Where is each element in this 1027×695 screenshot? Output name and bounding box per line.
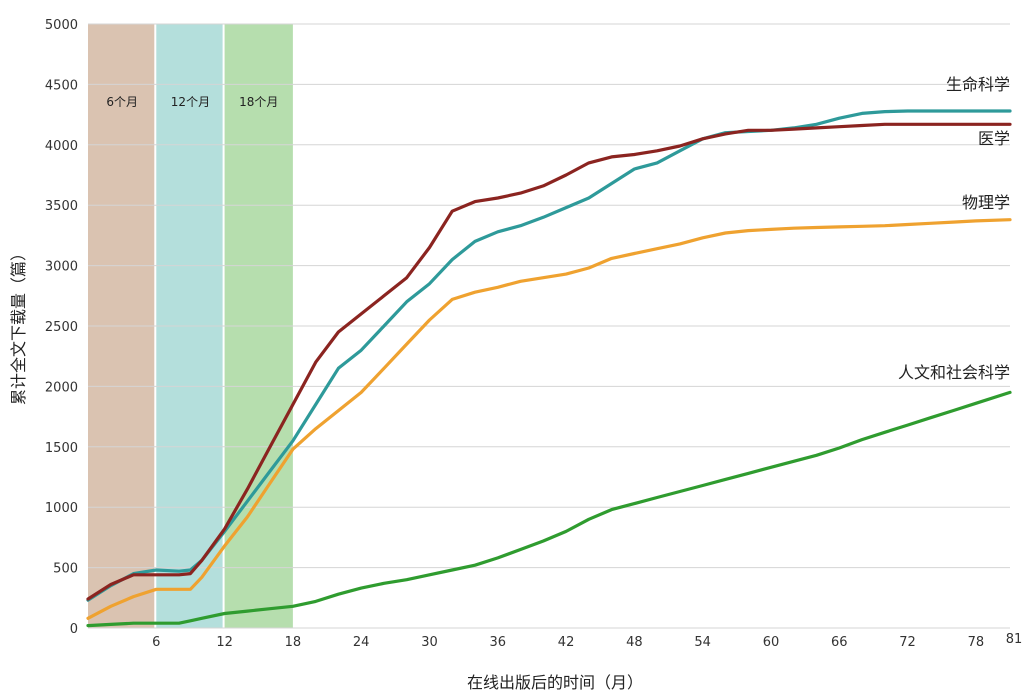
series-lines bbox=[86, 109, 1012, 628]
series-line-3 bbox=[86, 390, 1012, 628]
y-tick-label: 1000 bbox=[45, 501, 78, 516]
band-label-0: 6个月 bbox=[106, 95, 138, 109]
band-label-2: 18个月 bbox=[239, 95, 278, 109]
x-axis-title: 在线出版后的时间（月） bbox=[467, 673, 643, 692]
y-tick-label: 3500 bbox=[45, 199, 78, 214]
y-axis-ticks: 0 500 1000 1500 2000 2500 3000 3500 4000 4500 5000 bbox=[45, 18, 78, 637]
x-tick-label: 36 bbox=[490, 635, 507, 650]
series-line-1 bbox=[86, 122, 1012, 601]
x-tick-label: 18 bbox=[285, 635, 302, 650]
y-tick-label: 2500 bbox=[45, 320, 78, 335]
series-label-2: 物理学 bbox=[962, 193, 1010, 212]
band-label-1: 12个月 bbox=[171, 95, 210, 109]
y-tick-label: 1500 bbox=[45, 441, 78, 456]
x-tick-label: 6 bbox=[152, 635, 160, 650]
y-tick-label: 4500 bbox=[45, 78, 78, 93]
x-tick-label: 66 bbox=[831, 635, 848, 650]
x-tick-label: 54 bbox=[694, 635, 711, 650]
y-tick-label: 2000 bbox=[45, 380, 78, 395]
series-label-3: 人文和社会科学 bbox=[898, 363, 1010, 382]
x-axis-ticks: 6 12 18 24 30 36 42 48 54 60 66 72 78 81 bbox=[152, 632, 1022, 650]
x-tick-label: 42 bbox=[558, 635, 575, 650]
x-tick-label: 12 bbox=[216, 635, 233, 650]
y-tick-label: 3000 bbox=[45, 260, 78, 275]
x-tick-label: 72 bbox=[899, 635, 916, 650]
x-tick-label: 24 bbox=[353, 635, 370, 650]
y-tick-label: 5000 bbox=[45, 18, 78, 33]
horizontal-gridlines bbox=[88, 23, 1010, 629]
x-tick-label: 30 bbox=[421, 635, 438, 650]
y-axis-title: 累计全文下载量（篇） bbox=[9, 245, 28, 405]
series-label-0: 生命科学 bbox=[946, 75, 1010, 94]
series-line-2 bbox=[86, 218, 1012, 620]
y-tick-label: 500 bbox=[53, 562, 78, 577]
x-tick-label: 78 bbox=[968, 635, 985, 650]
series-label-1: 医学 bbox=[978, 129, 1010, 148]
x-tick-label: 81 bbox=[1006, 632, 1023, 647]
y-tick-label: 4000 bbox=[45, 139, 78, 154]
y-tick-label: 0 bbox=[70, 622, 78, 637]
x-tick-label: 48 bbox=[626, 635, 643, 650]
x-tick-label: 60 bbox=[763, 635, 780, 650]
